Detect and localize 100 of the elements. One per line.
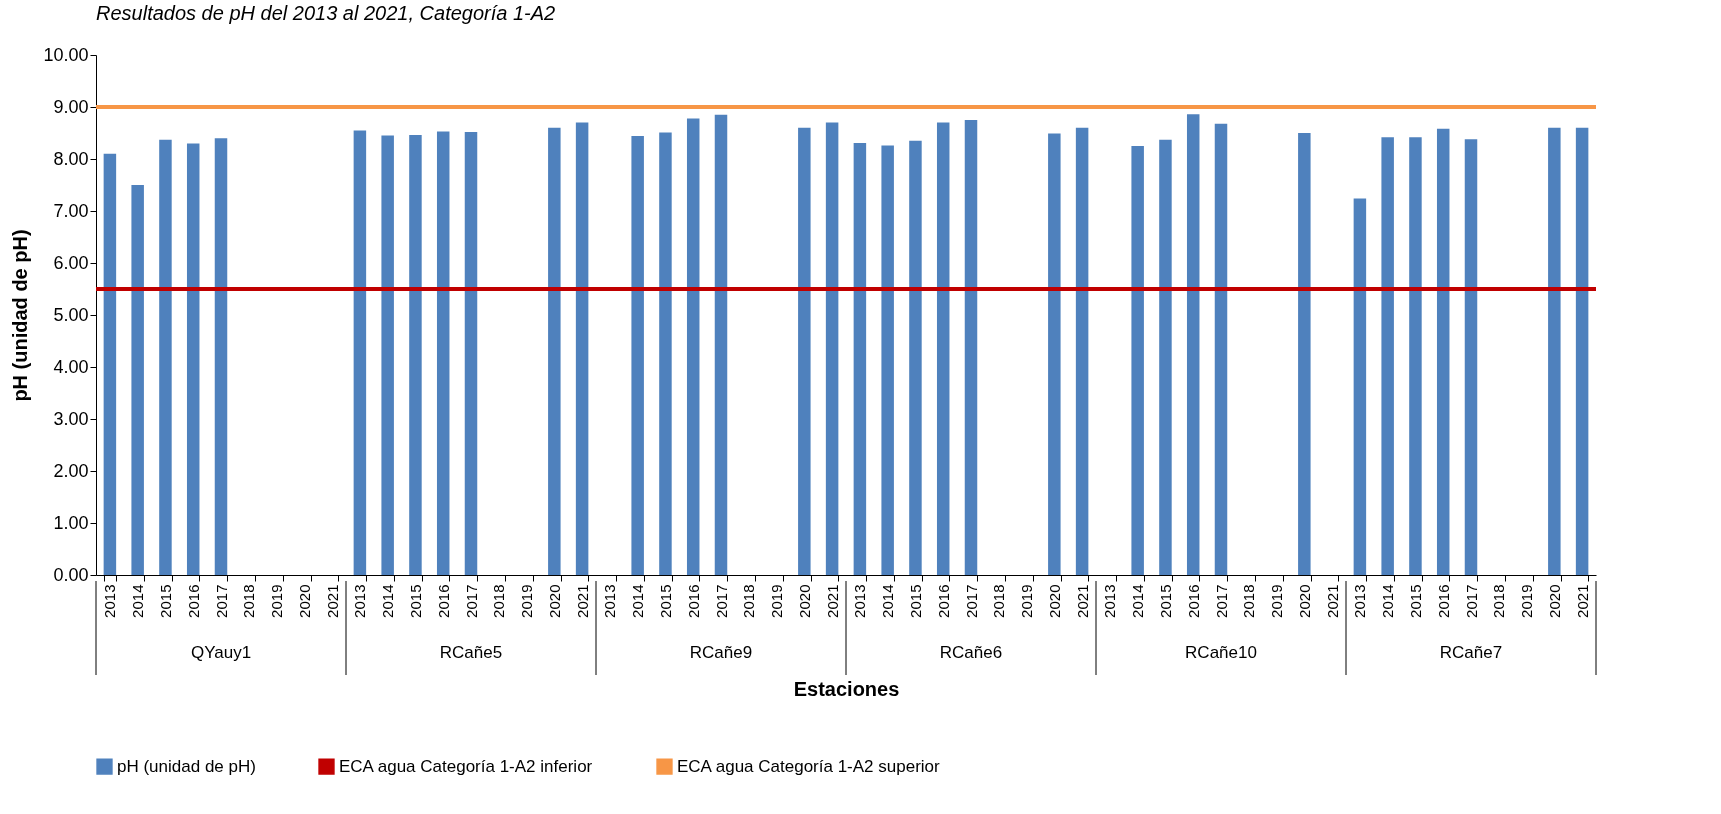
bar <box>936 122 950 575</box>
x-axis-title: Estaciones <box>793 677 900 700</box>
x-tick-label: 2013 <box>1351 584 1369 618</box>
x-tick-label: 2018 <box>990 584 1008 618</box>
x-tick-label: 2014 <box>879 584 897 618</box>
x-tick-label: 2017 <box>712 584 730 618</box>
y-tick-label: 6.00 <box>53 252 89 273</box>
x-tick-label: 2013 <box>101 584 119 618</box>
x-tick-label: 2017 <box>462 584 480 618</box>
bar <box>798 127 811 575</box>
text: RCañe5 <box>439 643 503 662</box>
bar <box>881 145 894 575</box>
x-tick-label: 2019 <box>768 584 786 618</box>
x-tick-label: 2017 <box>1212 584 1230 618</box>
x-tick-label: 2019 <box>1268 584 1286 618</box>
x-tick-label: 2016 <box>1184 584 1202 618</box>
text: QYauy1 <box>190 643 252 662</box>
chart-title: Resultados de pH del 2013 al 2021, Categoría 1-A2 <box>96 2 556 24</box>
bar <box>1048 133 1061 575</box>
bar <box>103 153 117 575</box>
x-tick-label: 2018 <box>1240 584 1258 618</box>
x-tick-label: 2014 <box>379 584 397 618</box>
bar <box>548 127 561 575</box>
x-tick-label: 2017 <box>962 584 980 618</box>
x-tick-label: 2020 <box>545 584 563 618</box>
x-tick-label: 2014 <box>629 584 647 618</box>
bar <box>1381 137 1394 575</box>
bar <box>1131 146 1144 575</box>
x-tick-label: 2019 <box>1518 584 1536 618</box>
x-tick-label: 2016 <box>434 584 452 618</box>
bar <box>1353 198 1367 575</box>
x-tick-label: 2018 <box>1490 584 1508 618</box>
x-tick-label: 2020 <box>1045 584 1063 618</box>
bar <box>1075 127 1089 575</box>
x-tick-label: 2016 <box>184 584 202 618</box>
bar <box>381 135 394 575</box>
bar <box>825 122 839 575</box>
bar <box>575 122 589 575</box>
bar <box>1298 133 1311 575</box>
x-tick-label: 2020 <box>795 584 813 618</box>
bar <box>631 136 644 575</box>
x-tick-label: 2017 <box>1462 584 1480 618</box>
x-tick-label: 2013 <box>601 584 619 618</box>
text: RCañe9 <box>689 643 753 662</box>
text: RCañe10 <box>1185 643 1257 662</box>
x-tick-label: 2014 <box>1129 584 1147 618</box>
x-tick-label: 2021 <box>823 584 841 618</box>
x-tick-label: 2019 <box>518 584 536 618</box>
x-tick-label: 2013 <box>1101 584 1119 618</box>
bar <box>436 131 450 575</box>
y-tick-label: 1.00 <box>53 512 89 533</box>
bar <box>853 142 867 575</box>
bar <box>964 120 978 575</box>
bar <box>1464 139 1478 575</box>
y-tick-label: 3.00 <box>53 408 89 429</box>
y-tick-label: 8.00 <box>53 148 89 169</box>
text: RCañe6 <box>939 643 1003 662</box>
x-tick-label: 2018 <box>490 584 508 618</box>
x-tick-label: 2017 <box>212 584 230 618</box>
y-tick-label: 2.00 <box>53 460 89 481</box>
x-tick-label: 2014 <box>129 584 147 618</box>
x-tick-label: 2015 <box>906 584 924 618</box>
x-tick-label: 2020 <box>1295 584 1313 618</box>
bar <box>186 143 200 575</box>
legend-label: ECA agua Categoría 1-A2 superior <box>677 756 941 776</box>
x-tick-label: 2020 <box>1545 584 1563 618</box>
bar <box>1214 123 1228 575</box>
bar <box>1575 127 1589 575</box>
x-tick-label: 2015 <box>406 584 424 618</box>
bar <box>131 185 144 575</box>
legend-label: ECA agua Categoría 1-A2 inferior <box>339 756 593 776</box>
bar <box>659 132 672 575</box>
x-tick-label: 2016 <box>684 584 702 618</box>
y-tick-label: 7.00 <box>53 200 89 221</box>
bar <box>1548 127 1561 575</box>
x-tick-label: 2013 <box>851 584 869 618</box>
bar <box>464 131 478 575</box>
x-tick-label: 2016 <box>1434 584 1452 618</box>
x-tick-label: 2021 <box>1573 584 1591 618</box>
bar <box>1186 114 1200 575</box>
x-tick-label: 2018 <box>240 584 258 618</box>
y-tick-label: 4.00 <box>53 356 89 377</box>
x-tick-label: 2016 <box>934 584 952 618</box>
bar <box>409 135 422 575</box>
bar <box>1409 137 1422 575</box>
x-tick-label: 2019 <box>1018 584 1036 618</box>
x-tick-label: 2018 <box>740 584 758 618</box>
x-tick-label: 2014 <box>1379 584 1397 618</box>
y-tick-label: 10.00 <box>43 44 89 65</box>
x-tick-label: 2021 <box>573 584 591 618</box>
y-tick-label: 9.00 <box>53 96 89 117</box>
x-tick-label: 2015 <box>656 584 674 618</box>
x-tick-label: 2021 <box>1323 584 1341 618</box>
x-tick-label: 2019 <box>268 584 286 618</box>
bar <box>1436 128 1450 575</box>
y-axis-title: pH (unidad de pH) <box>9 229 32 402</box>
bar <box>714 114 728 575</box>
bar <box>909 140 922 575</box>
x-tick-label: 2013 <box>351 584 369 618</box>
bar <box>1159 139 1172 575</box>
